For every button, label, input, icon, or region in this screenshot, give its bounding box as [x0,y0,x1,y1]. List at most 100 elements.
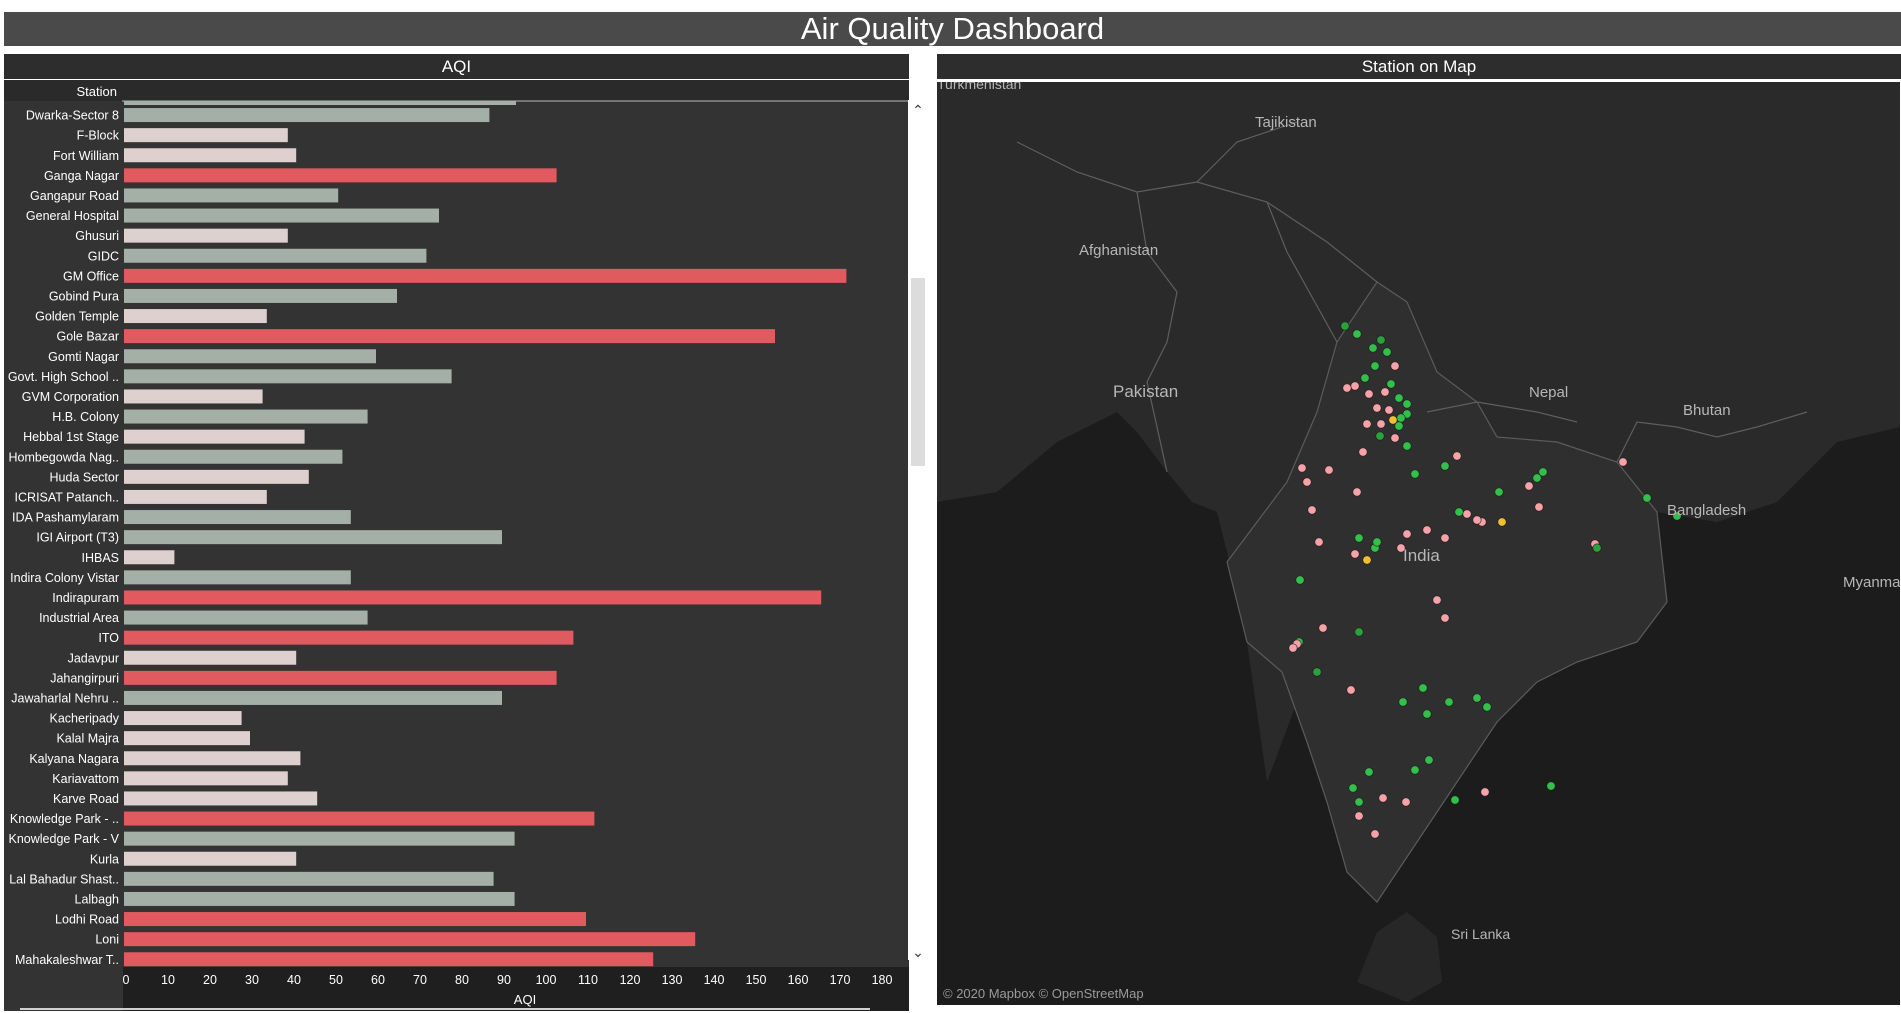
station-dot[interactable] [1368,343,1378,353]
bar[interactable] [124,309,267,324]
station-dot[interactable] [1362,419,1372,429]
station-dot[interactable] [1360,373,1370,383]
bar[interactable] [124,891,515,906]
bar[interactable] [124,228,288,243]
station-dot[interactable] [1410,765,1420,775]
station-dot[interactable] [1534,502,1544,512]
bar[interactable] [124,590,822,605]
bar[interactable] [124,288,397,303]
station-dot[interactable] [1340,321,1350,331]
station-dot[interactable] [1472,693,1482,703]
station-dot[interactable] [1497,517,1507,527]
bar[interactable] [124,469,309,484]
station-dot[interactable] [1288,643,1298,653]
station-dot[interactable] [1538,467,1548,477]
bar[interactable] [124,510,351,525]
bar[interactable] [124,831,515,846]
station-dot[interactable] [1398,697,1408,707]
station-dot[interactable] [1352,487,1362,497]
bar[interactable] [124,489,267,504]
station-dot[interactable] [1354,627,1364,637]
bar[interactable] [124,188,339,203]
bar[interactable] [124,711,242,726]
bar[interactable] [124,148,297,163]
station-dot[interactable] [1378,793,1388,803]
station-dot[interactable] [1396,543,1406,553]
bar[interactable] [124,449,343,464]
bar[interactable] [124,610,368,625]
station-dot[interactable] [1418,683,1428,693]
bar[interactable] [124,570,351,585]
station-dot[interactable] [1390,433,1400,443]
station-dot[interactable] [1376,419,1386,429]
station-dot[interactable] [1482,702,1492,712]
bar[interactable] [124,550,175,565]
station-dot[interactable] [1297,463,1307,473]
station-dot[interactable] [1372,537,1382,547]
station-dot[interactable] [1618,457,1628,467]
station-dot[interactable] [1314,537,1324,547]
bar[interactable] [124,369,452,384]
station-dot[interactable] [1382,347,1392,357]
station-dot[interactable] [1362,555,1372,565]
station-dot[interactable] [1450,795,1460,805]
station-dot[interactable] [1402,529,1412,539]
station-dot[interactable] [1424,755,1434,765]
station-dot[interactable] [1532,473,1542,483]
station-dot[interactable] [1440,533,1450,543]
station-dot[interactable] [1354,797,1364,807]
station-dot[interactable] [1454,507,1464,517]
bar[interactable] [124,851,297,866]
station-dot[interactable] [1358,447,1368,457]
station-dot[interactable] [1422,525,1432,535]
station-dot[interactable] [1354,811,1364,821]
station-dot[interactable] [1348,783,1358,793]
station-dot[interactable] [1370,361,1380,371]
bar[interactable] [124,670,557,685]
station-dot[interactable] [1402,441,1412,451]
bar[interactable] [124,248,427,263]
station-dot[interactable] [1394,421,1404,431]
station-dot[interactable] [1370,829,1380,839]
station-dot[interactable] [1364,767,1374,777]
station-dot[interactable] [1592,543,1602,553]
bar[interactable] [124,168,557,183]
station-dot[interactable] [1372,403,1382,413]
bar[interactable] [124,128,288,143]
station-dot[interactable] [1452,451,1462,461]
station-dot[interactable] [1354,533,1364,543]
station-dot[interactable] [1422,709,1432,719]
station-dot[interactable] [1672,511,1682,521]
station-dot[interactable] [1324,465,1334,475]
station-dot[interactable] [1376,335,1386,345]
scroll-down-arrow-icon[interactable]: ⌄ [912,944,924,960]
bar[interactable] [124,349,376,364]
station-dot[interactable] [1302,477,1312,487]
station-dot[interactable] [1346,685,1356,695]
bar[interactable] [124,791,318,806]
station-dot[interactable] [1494,487,1504,497]
bar[interactable] [124,932,696,947]
bar[interactable] [124,690,502,705]
bar[interactable] [124,952,654,967]
station-dot[interactable] [1410,469,1420,479]
bar[interactable] [124,630,574,645]
bar[interactable] [124,751,301,766]
station-dot[interactable] [1546,781,1556,791]
bar[interactable] [124,409,368,424]
bar[interactable] [124,429,305,444]
station-dot[interactable] [1444,697,1454,707]
station-dot[interactable] [1462,509,1472,519]
station-dot[interactable] [1312,667,1322,677]
station-dot[interactable] [1295,575,1305,585]
bar[interactable] [124,871,494,886]
station-dot[interactable] [1318,623,1328,633]
bar[interactable] [124,329,775,344]
bar[interactable] [124,912,586,927]
bar[interactable] [124,811,595,826]
station-dot[interactable] [1642,493,1652,503]
station-dot[interactable] [1307,505,1317,515]
station-dot[interactable] [1342,383,1352,393]
station-dot[interactable] [1440,613,1450,623]
station-dot[interactable] [1375,431,1385,441]
